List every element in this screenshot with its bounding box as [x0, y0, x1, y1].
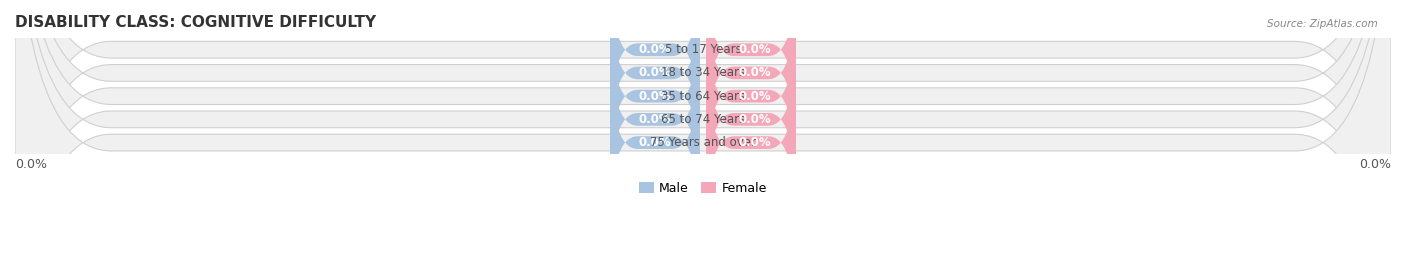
FancyBboxPatch shape — [15, 0, 1391, 270]
FancyBboxPatch shape — [610, 10, 700, 183]
Text: 0.0%: 0.0% — [15, 158, 46, 171]
FancyBboxPatch shape — [706, 56, 796, 229]
Text: 75 Years and over: 75 Years and over — [650, 136, 756, 149]
FancyBboxPatch shape — [610, 0, 700, 160]
Text: Source: ZipAtlas.com: Source: ZipAtlas.com — [1267, 19, 1378, 29]
Text: 0.0%: 0.0% — [638, 90, 671, 103]
FancyBboxPatch shape — [610, 56, 700, 229]
Text: 18 to 34 Years: 18 to 34 Years — [661, 66, 745, 79]
Text: DISABILITY CLASS: COGNITIVE DIFFICULTY: DISABILITY CLASS: COGNITIVE DIFFICULTY — [15, 15, 377, 30]
Text: 35 to 64 Years: 35 to 64 Years — [661, 90, 745, 103]
Text: 0.0%: 0.0% — [738, 90, 770, 103]
FancyBboxPatch shape — [610, 33, 700, 206]
FancyBboxPatch shape — [15, 0, 1391, 270]
Text: 0.0%: 0.0% — [638, 136, 671, 149]
FancyBboxPatch shape — [15, 0, 1391, 270]
Text: 0.0%: 0.0% — [638, 113, 671, 126]
FancyBboxPatch shape — [15, 0, 1391, 270]
Text: 0.0%: 0.0% — [738, 66, 770, 79]
FancyBboxPatch shape — [706, 0, 796, 136]
Text: 0.0%: 0.0% — [638, 66, 671, 79]
Text: 65 to 74 Years: 65 to 74 Years — [661, 113, 745, 126]
FancyBboxPatch shape — [15, 0, 1391, 270]
FancyBboxPatch shape — [706, 33, 796, 206]
FancyBboxPatch shape — [610, 0, 700, 136]
FancyBboxPatch shape — [706, 0, 796, 160]
FancyBboxPatch shape — [706, 10, 796, 183]
Text: 0.0%: 0.0% — [738, 136, 770, 149]
Text: 0.0%: 0.0% — [1360, 158, 1391, 171]
Text: 5 to 17 Years: 5 to 17 Years — [665, 43, 741, 56]
Legend: Male, Female: Male, Female — [634, 177, 772, 200]
Text: 0.0%: 0.0% — [738, 43, 770, 56]
Text: 0.0%: 0.0% — [738, 113, 770, 126]
Text: 0.0%: 0.0% — [638, 43, 671, 56]
